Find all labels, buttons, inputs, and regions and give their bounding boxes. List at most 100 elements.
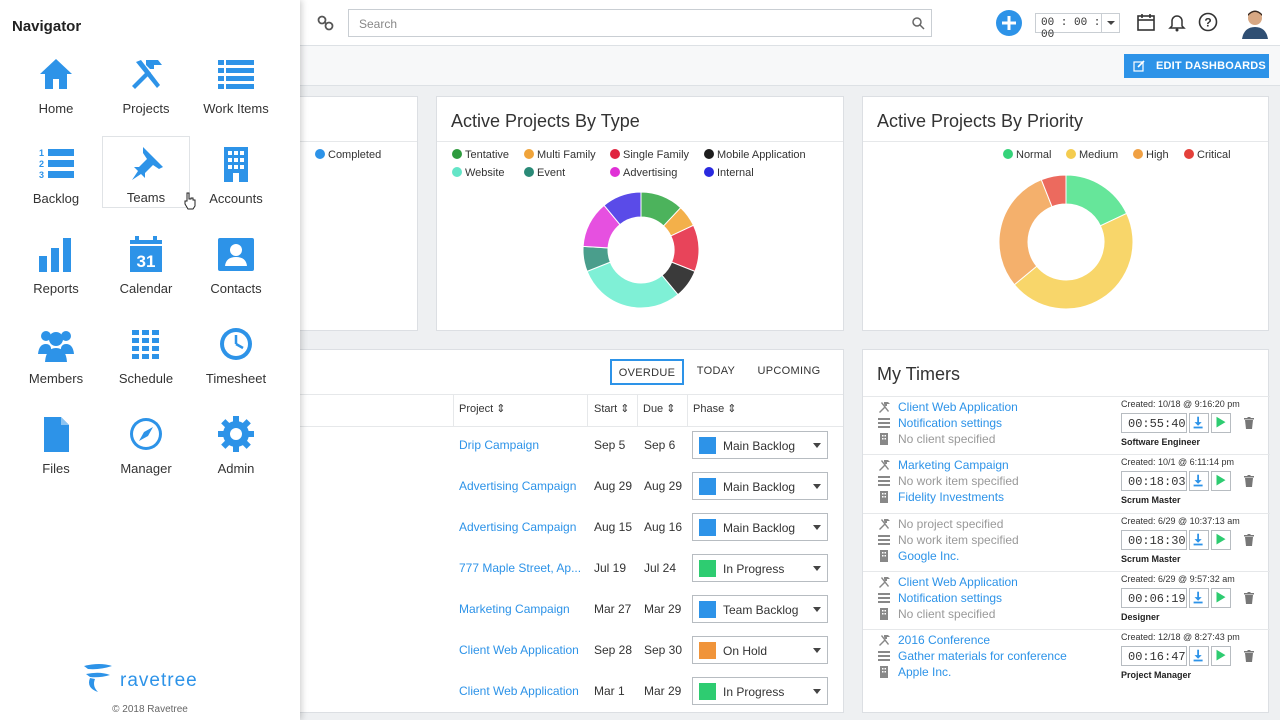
timer-client: No client specified bbox=[898, 432, 996, 446]
nav-item-work-items[interactable]: Work Items bbox=[192, 48, 280, 120]
play-timer-button[interactable] bbox=[1211, 646, 1231, 667]
timer-dropdown-button[interactable] bbox=[1101, 14, 1119, 32]
nav-item-members[interactable]: Members bbox=[12, 318, 100, 390]
donut-slice-high[interactable] bbox=[999, 179, 1053, 286]
legend-item[interactable]: Single Family bbox=[610, 149, 689, 161]
project-link[interactable]: Marketing Campaign bbox=[459, 602, 570, 616]
timer-project[interactable]: Marketing Campaign bbox=[898, 458, 1009, 473]
timer-work-item[interactable]: Gather materials for conference bbox=[898, 649, 1067, 664]
legend-item[interactable]: Event bbox=[524, 167, 565, 179]
project-link[interactable]: Advertising Campaign bbox=[459, 479, 577, 493]
play-timer-button[interactable] bbox=[1211, 413, 1231, 433]
timer-client[interactable]: Fidelity Investments bbox=[898, 490, 1005, 505]
phase-select[interactable]: Main Backlog bbox=[692, 513, 828, 541]
nav-item-manager[interactable]: Manager bbox=[102, 408, 190, 480]
user-avatar[interactable] bbox=[1240, 7, 1270, 39]
legend-item[interactable]: Tentative bbox=[452, 149, 509, 161]
legend-item[interactable]: High bbox=[1133, 149, 1169, 161]
legend-item[interactable]: Internal bbox=[704, 167, 754, 179]
donut-slice-internal[interactable] bbox=[603, 192, 642, 226]
search-input[interactable]: Search bbox=[348, 9, 932, 37]
timer-value-field[interactable]: 00:18:03 bbox=[1121, 471, 1187, 492]
project-link[interactable]: Client Web Application bbox=[459, 684, 579, 698]
nav-item-accounts[interactable]: Accounts bbox=[192, 138, 280, 210]
save-timer-button[interactable] bbox=[1189, 646, 1209, 667]
card-divider bbox=[863, 141, 1268, 142]
trash-icon[interactable] bbox=[1244, 417, 1254, 429]
timer-value-field[interactable]: 00:55:40 bbox=[1121, 413, 1187, 433]
timer-value-field[interactable]: 00:16:47 bbox=[1121, 646, 1187, 667]
timer-work-item[interactable]: Notification settings bbox=[898, 590, 1003, 605]
donut-slice-website[interactable] bbox=[586, 261, 679, 308]
column-header-phase[interactable]: Phase ⇕ bbox=[693, 403, 737, 415]
project-link[interactable]: 777 Maple Street, Ap... bbox=[459, 561, 582, 575]
trash-icon[interactable] bbox=[1244, 650, 1254, 663]
nav-item-schedule[interactable]: Schedule bbox=[102, 318, 190, 390]
nav-item-teams[interactable]: Teams bbox=[102, 136, 190, 208]
play-timer-button[interactable] bbox=[1211, 471, 1231, 492]
nav-item-projects[interactable]: Projects bbox=[102, 48, 190, 120]
tab-overdue[interactable]: OVERDUE bbox=[610, 359, 684, 385]
timer-project: No project specified bbox=[898, 516, 1004, 531]
nav-item-admin[interactable]: Admin bbox=[192, 408, 280, 480]
edit-dashboards-button[interactable]: EDIT DASHBOARDS bbox=[1124, 54, 1269, 78]
calendar-icon[interactable] bbox=[1136, 12, 1156, 32]
legend-item[interactable]: Critical bbox=[1184, 149, 1231, 161]
timer-work-item[interactable]: Notification settings bbox=[898, 416, 1003, 430]
timer-project[interactable]: Client Web Application bbox=[898, 574, 1018, 589]
tab-upcoming[interactable]: UPCOMING bbox=[757, 365, 821, 377]
legend-item[interactable]: Website bbox=[452, 167, 505, 179]
legend-item[interactable]: Mobile Application bbox=[704, 149, 806, 161]
play-timer-button[interactable] bbox=[1211, 529, 1231, 550]
timer-work-item: No work item specified bbox=[898, 532, 1019, 547]
timer-created: Created: 6/29 @ 9:57:32 am bbox=[1121, 573, 1235, 584]
trash-icon[interactable] bbox=[1244, 591, 1254, 604]
timer-project[interactable]: Client Web Application bbox=[898, 400, 1018, 414]
timer-client[interactable]: Apple Inc. bbox=[898, 665, 952, 680]
timer-project[interactable]: 2016 Conference bbox=[898, 633, 991, 648]
phase-select[interactable]: In Progress bbox=[692, 554, 828, 582]
project-link[interactable]: Client Web Application bbox=[459, 643, 579, 657]
nav-item-timesheet[interactable]: Timesheet bbox=[192, 318, 280, 390]
phase-select[interactable]: Main Backlog bbox=[692, 431, 828, 459]
timer-value-field[interactable]: 00:06:19 bbox=[1121, 587, 1187, 608]
legend-item[interactable]: Multi Family bbox=[524, 149, 596, 161]
donut-slice-critical[interactable] bbox=[1040, 175, 1067, 208]
phase-select[interactable]: Main Backlog bbox=[692, 472, 828, 500]
save-timer-button[interactable] bbox=[1189, 413, 1209, 433]
save-timer-button[interactable] bbox=[1189, 529, 1209, 550]
help-icon[interactable]: ? bbox=[1198, 12, 1218, 32]
play-timer-button[interactable] bbox=[1211, 587, 1231, 608]
search-icon[interactable] bbox=[911, 16, 925, 30]
legend-item[interactable]: Advertising bbox=[610, 167, 677, 179]
trash-icon[interactable] bbox=[1244, 533, 1254, 546]
phase-select[interactable]: On Hold bbox=[692, 636, 828, 664]
phase-select[interactable]: Team Backlog bbox=[692, 595, 828, 623]
nav-item-calendar[interactable]: 31 Calendar bbox=[102, 228, 190, 300]
nav-item-files[interactable]: Files bbox=[12, 408, 100, 480]
legend-item[interactable]: Medium bbox=[1066, 149, 1118, 161]
donut-slice-medium[interactable] bbox=[1013, 212, 1133, 309]
add-button[interactable] bbox=[996, 10, 1022, 36]
timer-created: Created: 10/1 @ 6:11:14 pm bbox=[1121, 457, 1235, 468]
global-timer[interactable]: 00 : 00 : 00 bbox=[1035, 13, 1120, 41]
trash-icon[interactable] bbox=[1244, 475, 1254, 488]
phase-select[interactable]: In Progress bbox=[692, 677, 828, 705]
save-timer-button[interactable] bbox=[1189, 587, 1209, 608]
nav-item-contacts[interactable]: Contacts bbox=[192, 228, 280, 300]
column-header-due[interactable]: Due ⇕ bbox=[643, 403, 676, 415]
link-icon[interactable] bbox=[316, 13, 336, 33]
bell-icon[interactable] bbox=[1167, 12, 1187, 32]
project-link[interactable]: Drip Campaign bbox=[459, 438, 540, 452]
legend-item[interactable]: Normal bbox=[1003, 149, 1051, 161]
project-link[interactable]: Advertising Campaign bbox=[459, 520, 577, 534]
timer-value-field[interactable]: 00:18:30 bbox=[1121, 529, 1187, 550]
column-header-start[interactable]: Start ⇕ bbox=[594, 403, 630, 415]
nav-item-home[interactable]: Home bbox=[12, 48, 100, 120]
nav-item-reports[interactable]: Reports bbox=[12, 228, 100, 300]
timer-client[interactable]: Google Inc. bbox=[898, 548, 960, 563]
save-timer-button[interactable] bbox=[1189, 471, 1209, 492]
tab-today[interactable]: TODAY bbox=[696, 365, 736, 377]
column-header-project[interactable]: Project ⇕ bbox=[459, 403, 506, 415]
